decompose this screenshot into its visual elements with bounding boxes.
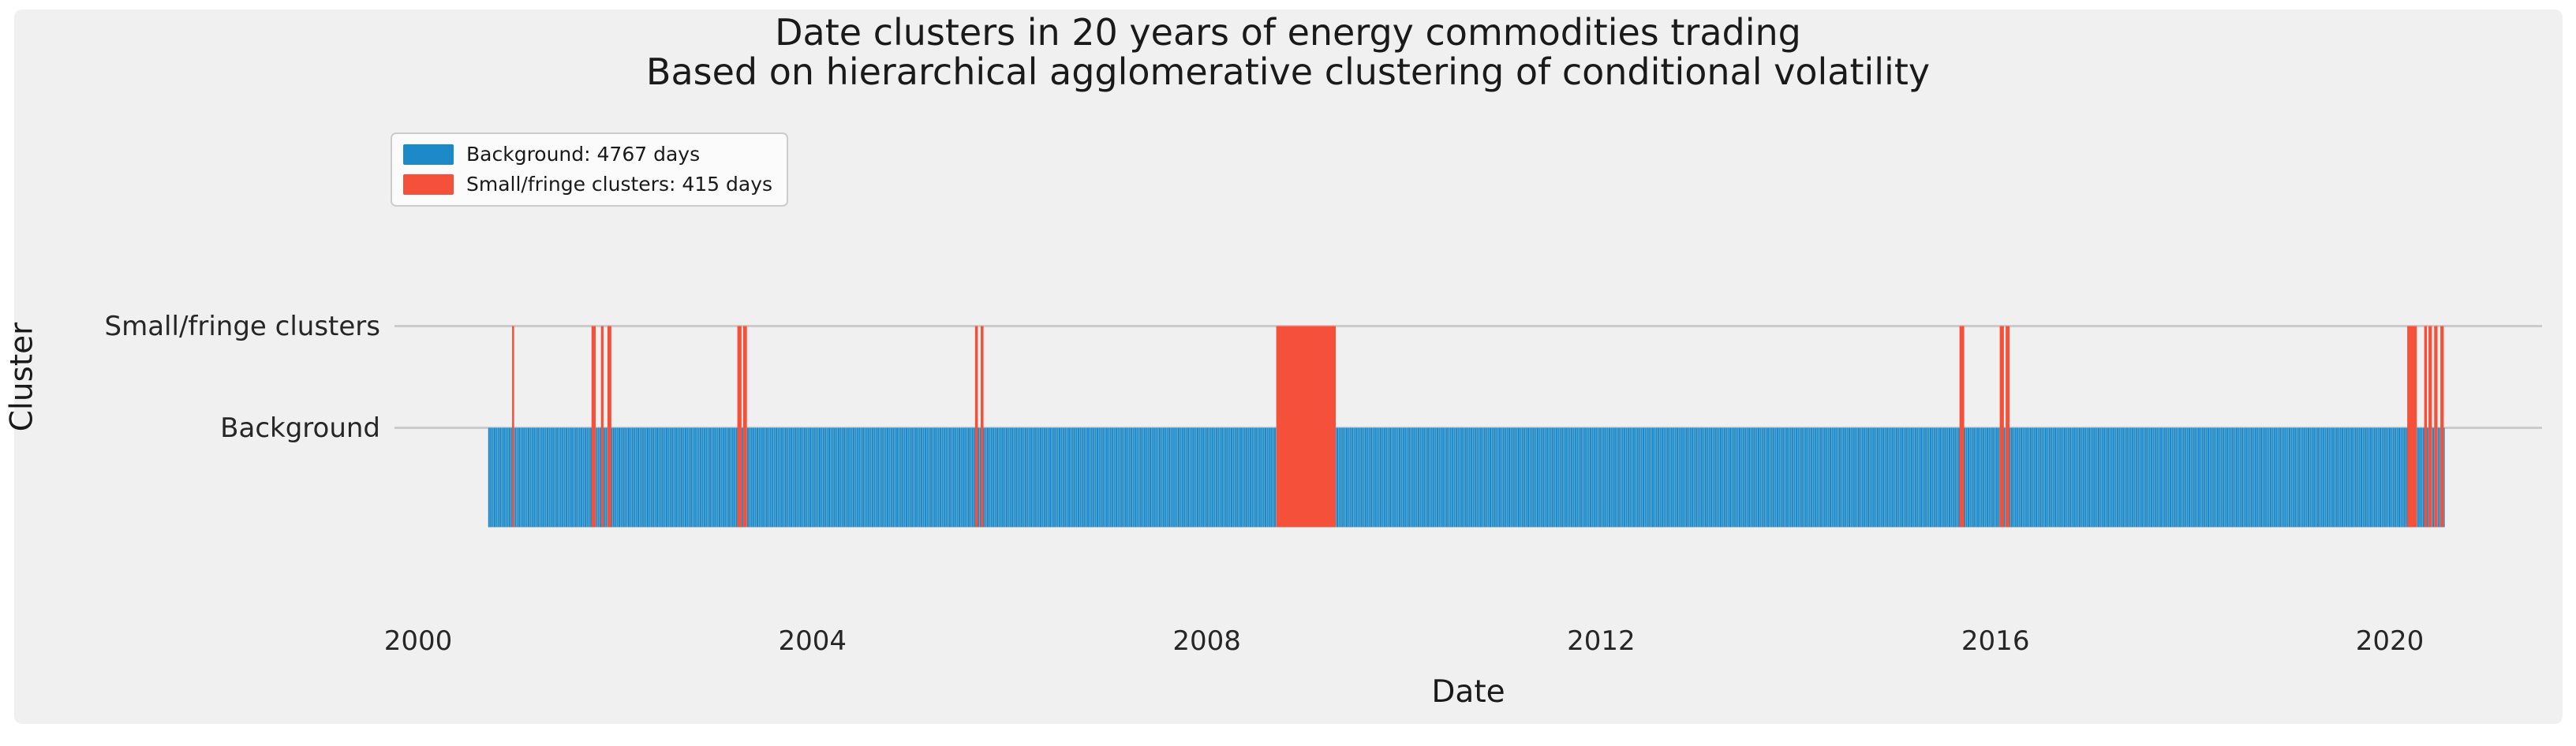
legend: Background: 4767 days Small/fringe cluste… bbox=[391, 132, 789, 207]
x-tick-label: 2008 bbox=[1172, 625, 1241, 657]
legend-label: Background: 4767 days bbox=[466, 143, 701, 166]
legend-item: Small/fringe clusters: 415 days bbox=[403, 173, 772, 196]
chart-title-line2: Based on hierarchical agglomerative clus… bbox=[645, 50, 1931, 93]
x-axis-label: Date bbox=[1431, 674, 1505, 710]
legend-swatch bbox=[403, 144, 454, 165]
x-tick-label: 2016 bbox=[1961, 625, 2030, 657]
x-tick-label: 2020 bbox=[2355, 625, 2425, 657]
legend-swatch bbox=[403, 174, 454, 195]
chart-title: Date clusters in 20 years of energy comm… bbox=[0, 13, 2576, 91]
y-tick-label: Background bbox=[220, 412, 380, 444]
y-axis-label: Cluster bbox=[4, 322, 40, 432]
legend-item: Background: 4767 days bbox=[403, 144, 772, 166]
x-tick-label: 2000 bbox=[383, 625, 453, 657]
background-events-series bbox=[488, 427, 2445, 528]
chart-title-line1: Date clusters in 20 years of energy comm… bbox=[775, 11, 1801, 54]
y-tick-label: Small/fringe clusters bbox=[104, 310, 380, 342]
fringe-cluster-events-series bbox=[512, 326, 2444, 528]
x-tick-label: 2004 bbox=[778, 625, 847, 657]
legend-label: Small/fringe clusters: 415 days bbox=[466, 173, 773, 196]
x-tick-label: 2012 bbox=[1567, 625, 1636, 657]
